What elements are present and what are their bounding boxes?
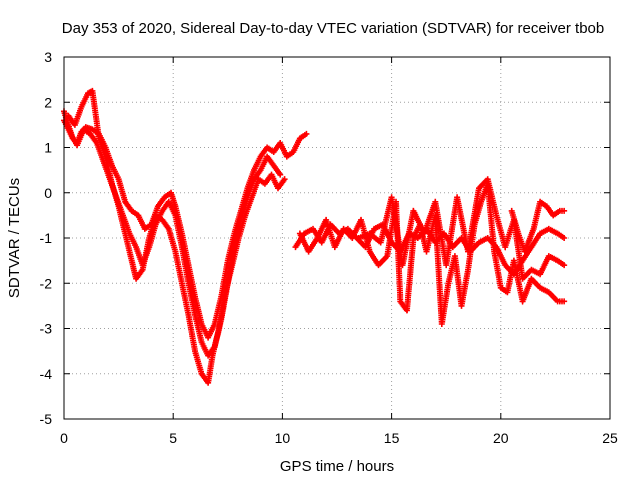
series-trace-g xyxy=(508,198,568,255)
x-tick-label: 0 xyxy=(60,430,68,446)
x-tick-label: 15 xyxy=(384,430,400,446)
data-point xyxy=(561,262,568,269)
x-tick-label: 25 xyxy=(602,430,618,446)
y-tick-label: -2 xyxy=(40,275,53,291)
chart-title: Day 353 of 2020, Sidereal Day-to-day VTE… xyxy=(62,20,604,37)
data-point xyxy=(281,176,288,183)
data-point xyxy=(277,171,284,178)
y-tick-label: -3 xyxy=(40,321,53,337)
x-axis-title: GPS time / hours xyxy=(280,458,394,475)
y-tick-label: 1 xyxy=(44,140,52,156)
x-tick-label: 10 xyxy=(275,430,291,446)
series-trace-c xyxy=(65,87,288,386)
y-tick-label: 3 xyxy=(44,49,52,65)
data-point xyxy=(561,235,568,241)
y-tick-label: -1 xyxy=(40,230,53,246)
y-axis-title: SDTVAR / TECUs xyxy=(6,178,23,298)
data-layer xyxy=(61,87,568,386)
y-tick-label: 0 xyxy=(44,185,52,201)
y-tick-label: 2 xyxy=(44,94,52,110)
data-point xyxy=(561,298,568,305)
y-tick-label: -5 xyxy=(40,411,53,427)
y-tick-label: -4 xyxy=(40,366,53,382)
series-trace-e xyxy=(296,180,568,327)
tick-layer: 0 5 10 15 20 25 -5 -4 -3 -2 -1 0 1 2 3 xyxy=(40,49,618,446)
x-tick-label: 5 xyxy=(169,430,177,446)
x-tick-label: 20 xyxy=(493,430,509,446)
series-trace-f xyxy=(355,176,568,282)
data-point xyxy=(561,207,568,214)
data-point xyxy=(303,130,310,137)
